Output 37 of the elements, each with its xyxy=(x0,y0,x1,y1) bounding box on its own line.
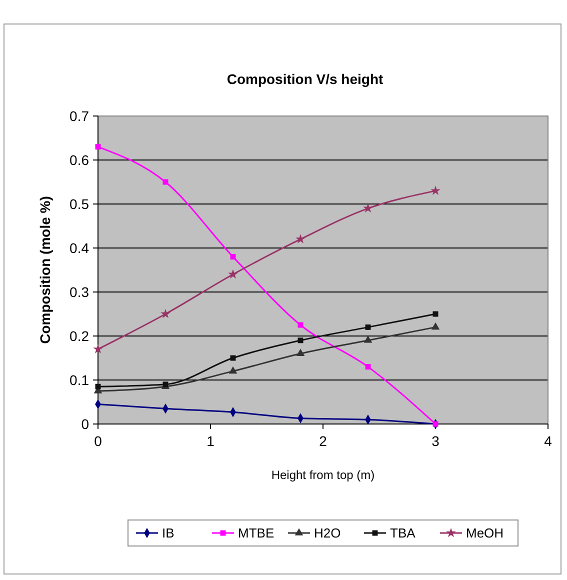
point xyxy=(296,234,306,244)
point xyxy=(431,322,440,330)
point xyxy=(228,269,238,279)
legend-label: IB xyxy=(162,526,174,541)
legend-label: MTBE xyxy=(238,526,274,541)
x-tick-label: 3 xyxy=(432,433,440,449)
point xyxy=(95,384,101,390)
point xyxy=(363,203,373,213)
y-tick-label: 0.6 xyxy=(70,152,90,168)
y-tick-label: 0.3 xyxy=(70,284,90,300)
point xyxy=(93,344,103,354)
y-tick-label: 0.2 xyxy=(70,328,90,344)
x-axis-title: Height from top (m) xyxy=(271,468,375,482)
point xyxy=(430,186,440,195)
y-tick-label: 0.1 xyxy=(70,372,90,388)
point xyxy=(365,364,371,370)
x-tick-label: 1 xyxy=(206,433,215,449)
point xyxy=(365,324,371,330)
y-tick-label: 0.4 xyxy=(70,240,90,256)
legend-label: MeOH xyxy=(466,526,504,541)
y-tick-label: 0 xyxy=(81,416,90,432)
point xyxy=(160,308,170,318)
legend-label: H2O xyxy=(314,526,341,541)
x-tick-label: 0 xyxy=(94,433,102,449)
point xyxy=(296,348,305,356)
legend-label: TBA xyxy=(390,526,416,541)
y-tick-label: 0.5 xyxy=(70,196,90,212)
point xyxy=(298,338,304,344)
y-axis-title: Composition (mole %) xyxy=(37,196,53,344)
point xyxy=(95,144,101,150)
point xyxy=(228,366,238,374)
point xyxy=(230,254,236,260)
x-tick-label: 2 xyxy=(319,433,328,449)
x-tick-label: 4 xyxy=(544,433,552,449)
point xyxy=(364,336,372,343)
y-tick-label: 0.7 xyxy=(70,108,90,124)
chart-title: Composition V/s height xyxy=(226,71,384,87)
